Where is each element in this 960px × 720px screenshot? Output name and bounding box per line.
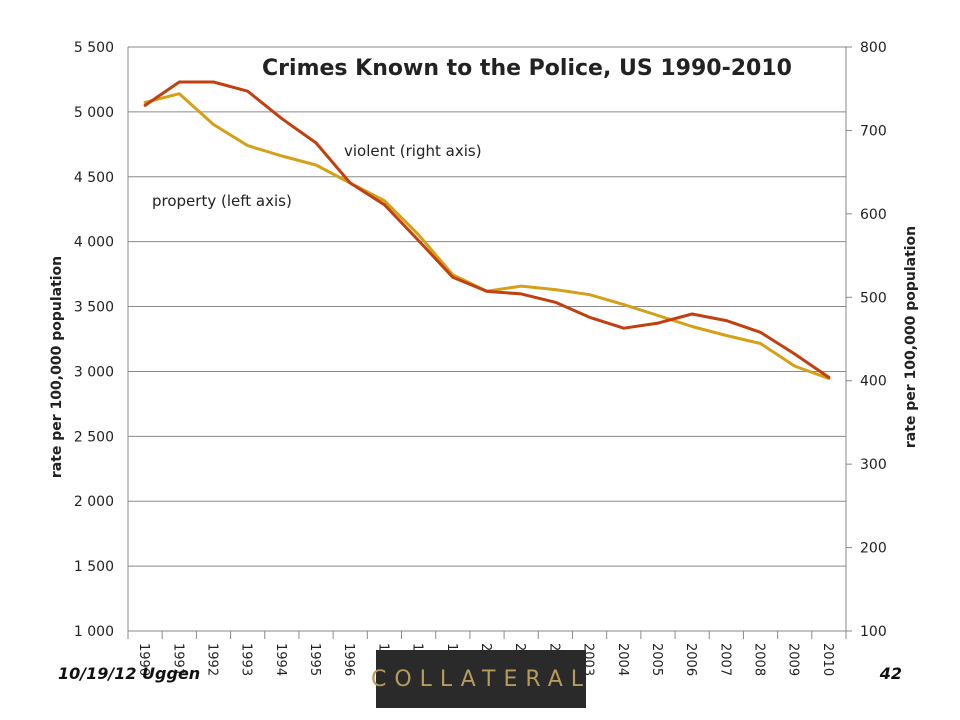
annotation-property: property (left axis) — [152, 192, 292, 210]
x-tick-label: 2008 — [752, 643, 767, 676]
right-tick-label: 300 — [860, 457, 887, 473]
x-tick-label: 2010 — [820, 643, 835, 676]
right-tick-label: 200 — [860, 541, 887, 557]
left-tick-label: 1 000 — [74, 624, 114, 640]
x-tick-label: 1992 — [204, 643, 219, 676]
page-number: 42 — [879, 664, 902, 683]
series-layer — [143, 80, 831, 380]
left-axis-label: rate per 100,000 population — [49, 256, 65, 478]
x-tick-label: 2006 — [683, 643, 698, 676]
left-tick-label: 3 500 — [74, 300, 114, 316]
left-tick-label: 2 000 — [74, 494, 114, 510]
left-tick-label: 5 500 — [74, 40, 114, 56]
left-tick-label: 4 000 — [74, 235, 114, 251]
right-tick-label: 700 — [860, 123, 887, 139]
x-tick-label: 2004 — [615, 643, 630, 676]
right-axis-label: rate per 100,000 population — [903, 226, 919, 448]
x-tick-label: 1995 — [307, 643, 322, 676]
left-tick-label: 5 000 — [74, 105, 114, 121]
x-tick-label: 1991 — [170, 643, 185, 676]
x-tick-label: 1990 — [136, 643, 151, 676]
series-line-violent — [143, 80, 831, 379]
x-tick-label: 2009 — [786, 643, 801, 676]
right-axis-ticks: 100 200 300 400 500 600 700 800 — [845, 40, 887, 640]
chart-title: Crimes Known to the Police, US 1990-2010 — [262, 56, 792, 81]
collateral-logo: COLLATERAL — [371, 650, 586, 708]
left-tick-label: 2 500 — [74, 429, 114, 445]
left-axis-ticks: 1 000 1 500 2 000 2 500 3 000 3 500 4 000 4 500… — [74, 40, 129, 640]
series-line-property — [143, 92, 831, 380]
x-tick-label: 1996 — [341, 643, 356, 676]
right-tick-label: 600 — [860, 207, 887, 223]
x-tick-label: 1994 — [273, 643, 288, 676]
annotation-violent: violent (right axis) — [344, 142, 482, 160]
x-tick-label: 1993 — [239, 643, 254, 676]
left-tick-label: 3 000 — [74, 364, 114, 380]
footer-author-date: 10/19/12 Uggen — [58, 664, 201, 683]
gridlines — [128, 46, 846, 632]
right-tick-label: 400 — [860, 374, 887, 390]
x-tick-label: 2005 — [649, 643, 664, 676]
left-tick-label: 4 500 — [74, 170, 114, 186]
x-tick-label: 2007 — [717, 643, 732, 676]
right-tick-label: 800 — [860, 40, 887, 56]
right-tick-label: 100 — [860, 624, 887, 640]
left-tick-label: 1 500 — [74, 559, 114, 575]
right-tick-label: 500 — [860, 290, 887, 306]
